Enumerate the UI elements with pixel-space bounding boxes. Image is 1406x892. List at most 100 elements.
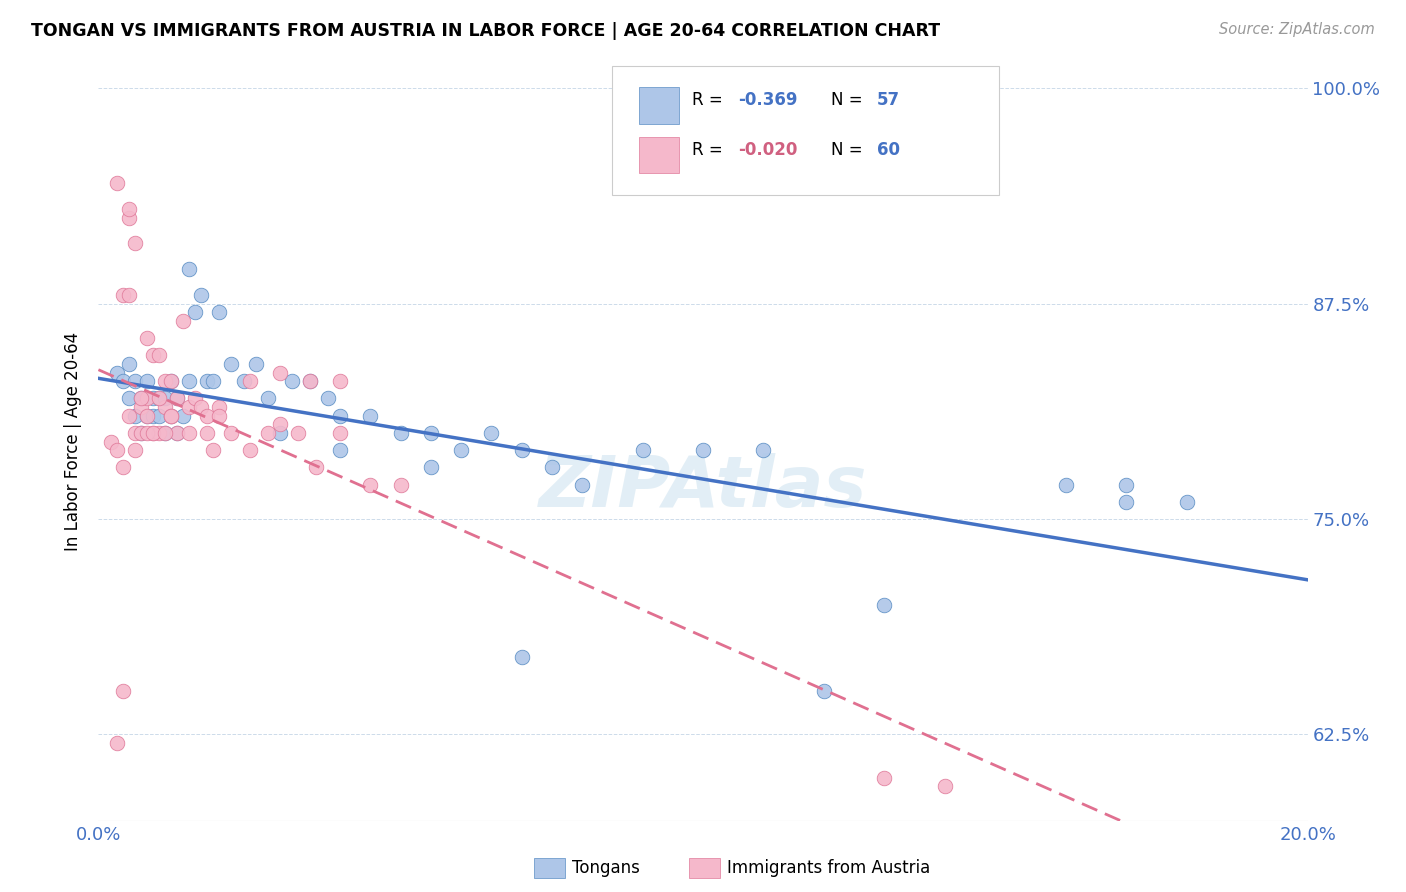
Point (1054, 477, 1077, 491)
Point (232, 374, 254, 388)
Y-axis label: In Labor Force | Age 20-64: In Labor Force | Age 20-64 (65, 332, 83, 551)
Point (160, 374, 183, 388)
Point (153, 400, 176, 414)
Point (135, 425, 157, 440)
Point (360, 477, 382, 491)
Point (195, 374, 218, 388)
Point (166, 425, 188, 440)
Point (692, 443, 714, 458)
Point (135, 374, 157, 388)
Point (118, 392, 141, 406)
Point (166, 392, 188, 406)
Text: R =: R = (692, 91, 728, 109)
Point (160, 409, 183, 423)
Point (256, 425, 278, 440)
Point (105, 176, 128, 190)
Point (510, 443, 533, 458)
Point (208, 305, 231, 319)
Point (269, 417, 291, 432)
Point (1115, 477, 1137, 491)
Point (124, 409, 146, 423)
Point (142, 425, 165, 440)
Point (129, 425, 152, 440)
Point (129, 400, 152, 414)
Point (184, 305, 207, 319)
Point (179, 262, 201, 277)
Point (752, 443, 775, 458)
Point (281, 374, 304, 388)
Point (256, 392, 278, 406)
Text: -0.020: -0.020 (738, 141, 797, 159)
Text: Tongans: Tongans (572, 859, 640, 877)
Point (813, 684, 835, 698)
FancyBboxPatch shape (613, 66, 1000, 195)
Point (190, 400, 212, 414)
Point (172, 314, 194, 328)
Point (540, 460, 562, 475)
Point (329, 409, 352, 423)
Point (160, 409, 183, 423)
Point (153, 425, 176, 440)
Point (329, 425, 352, 440)
Point (202, 374, 225, 388)
Point (111, 460, 134, 475)
Point (118, 357, 141, 371)
Point (129, 392, 152, 406)
Point (239, 374, 262, 388)
Point (450, 443, 472, 458)
Point (631, 443, 654, 458)
Point (184, 392, 207, 406)
Text: TONGAN VS IMMIGRANTS FROM AUSTRIA IN LABOR FORCE | AGE 20-64 CORRELATION CHART: TONGAN VS IMMIGRANTS FROM AUSTRIA IN LAB… (31, 22, 941, 40)
FancyBboxPatch shape (638, 87, 679, 124)
Point (195, 409, 218, 423)
Text: ZIPAtlas: ZIPAtlas (538, 452, 868, 522)
Point (142, 348, 165, 362)
Point (129, 392, 152, 406)
Point (135, 409, 157, 423)
Point (1175, 495, 1198, 509)
Point (153, 425, 176, 440)
Point (299, 374, 322, 388)
Point (166, 392, 188, 406)
Point (208, 409, 231, 423)
Point (160, 409, 183, 423)
Point (105, 366, 128, 380)
Point (360, 409, 382, 423)
Point (124, 443, 146, 458)
Text: N =: N = (831, 141, 868, 159)
Point (111, 374, 134, 388)
Point (153, 392, 176, 406)
Point (179, 400, 201, 414)
Point (269, 366, 291, 380)
Point (166, 425, 188, 440)
Point (208, 400, 231, 414)
Point (142, 392, 165, 406)
Point (316, 392, 339, 406)
Point (142, 409, 165, 423)
Point (100, 434, 122, 449)
Point (172, 409, 194, 423)
Point (148, 392, 170, 406)
Point (420, 425, 443, 440)
Point (299, 374, 322, 388)
Point (1115, 495, 1137, 509)
Text: 57: 57 (877, 91, 900, 109)
Point (389, 425, 412, 440)
Point (305, 460, 328, 475)
Point (153, 374, 176, 388)
Point (118, 211, 141, 225)
Point (239, 443, 262, 458)
Point (129, 425, 152, 440)
FancyBboxPatch shape (638, 136, 679, 173)
Point (148, 348, 170, 362)
Point (245, 357, 267, 371)
Text: -0.369: -0.369 (738, 91, 797, 109)
Point (142, 425, 165, 440)
Point (118, 202, 141, 216)
Point (124, 374, 146, 388)
Text: Source: ZipAtlas.com: Source: ZipAtlas.com (1219, 22, 1375, 37)
Point (269, 425, 291, 440)
Point (202, 443, 225, 458)
Point (160, 374, 183, 388)
Point (135, 392, 157, 406)
